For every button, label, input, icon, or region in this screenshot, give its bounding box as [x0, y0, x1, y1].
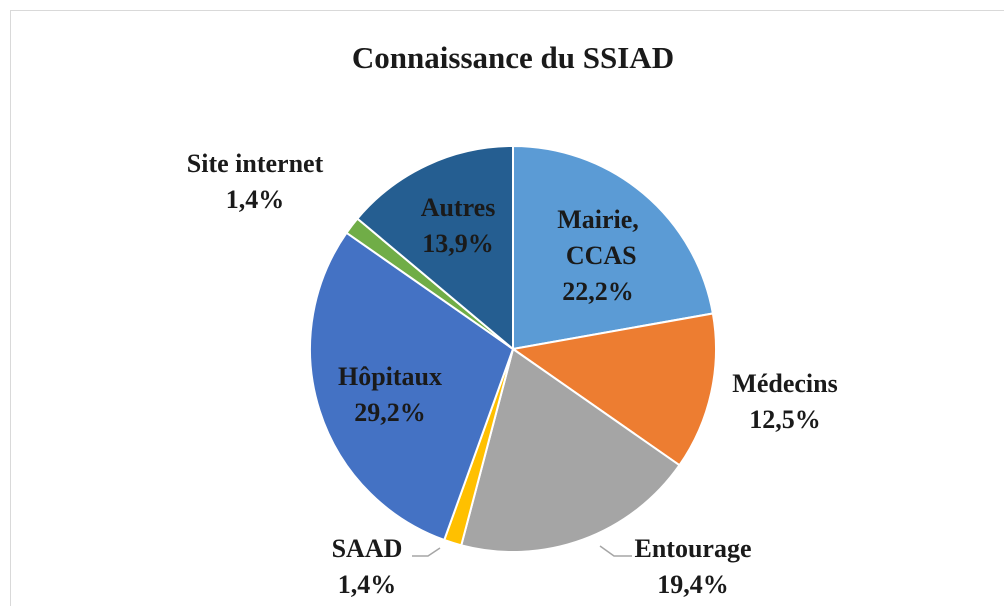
value-label: 1,4% — [338, 570, 397, 599]
pie-slice — [510, 312, 717, 467]
slice-label: Autres — [421, 193, 496, 222]
value-label: 1,4% — [226, 185, 285, 214]
slice-label: Médecins — [732, 369, 837, 398]
leader-line — [412, 547, 441, 557]
value-label: 29,2% — [354, 398, 426, 427]
pie-slice — [460, 347, 681, 553]
slice-label: Entourage — [635, 534, 752, 563]
value-label: 12,5% — [749, 405, 821, 434]
pie-slice — [309, 231, 515, 542]
pie-slice — [512, 144, 715, 351]
value-label: 13,9% — [422, 229, 494, 258]
leader-line — [599, 545, 632, 557]
chart-title: Connaissance du SSIAD — [352, 40, 674, 75]
pie-slice — [355, 144, 514, 352]
slice-label: Hôpitaux — [338, 362, 442, 391]
slice-label: Site internet — [187, 149, 324, 178]
value-label: 19,4% — [657, 570, 729, 599]
slice-label: Mairie, CCAS — [557, 205, 639, 270]
value-label: 22,2% — [562, 277, 634, 306]
slice-label: SAAD — [332, 534, 403, 563]
